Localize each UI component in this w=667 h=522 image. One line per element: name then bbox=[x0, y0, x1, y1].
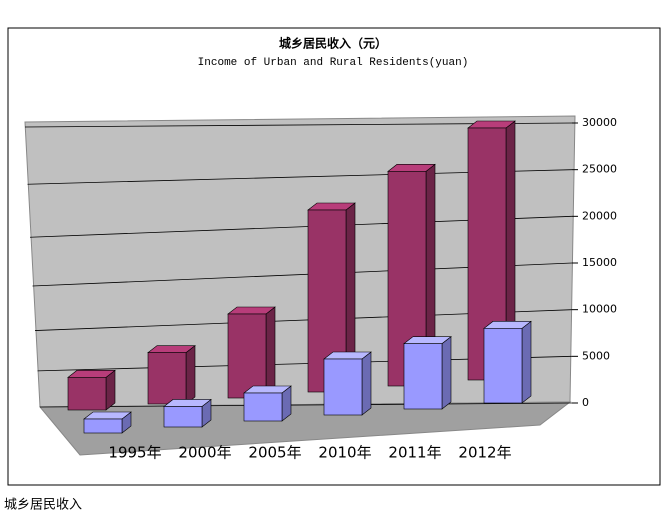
bar bbox=[67, 377, 107, 411]
bar-side bbox=[185, 345, 196, 405]
bar bbox=[483, 328, 523, 404]
x-tick-label: 2010年 bbox=[318, 444, 371, 462]
x-tick-label: 2005年 bbox=[248, 444, 301, 462]
y-tick-label: 30000 bbox=[582, 116, 617, 129]
bar-side bbox=[441, 336, 452, 410]
x-tick-label: 2012年 bbox=[458, 444, 511, 462]
chart-title: 城乡居民收入（元） bbox=[279, 36, 387, 51]
bar-side bbox=[265, 306, 276, 399]
bar bbox=[147, 352, 187, 405]
bar bbox=[227, 313, 267, 399]
bar bbox=[243, 392, 283, 422]
grid-line bbox=[39, 402, 573, 408]
bar-side bbox=[361, 351, 372, 416]
y-tick-label: 5000 bbox=[582, 349, 610, 362]
y-tick-label: 20000 bbox=[582, 209, 617, 222]
y-tick-label: 0 bbox=[582, 396, 589, 409]
chart-subtitle: Income of Urban and Rural Residents(yuan… bbox=[198, 57, 469, 69]
bar-side bbox=[521, 320, 532, 404]
bar bbox=[163, 406, 203, 428]
bar bbox=[83, 418, 123, 434]
y-tick-label: 15000 bbox=[582, 256, 617, 269]
caption: 城乡居民收入 bbox=[4, 498, 82, 513]
y-tick-label: 25000 bbox=[582, 163, 617, 176]
x-tick-label: 2011年 bbox=[388, 444, 441, 462]
y-tick-label: 10000 bbox=[582, 303, 617, 316]
x-tick-label: 1995年 bbox=[108, 444, 161, 462]
bar bbox=[323, 358, 363, 416]
bar bbox=[403, 343, 443, 410]
x-tick-label: 2000年 bbox=[178, 444, 231, 462]
